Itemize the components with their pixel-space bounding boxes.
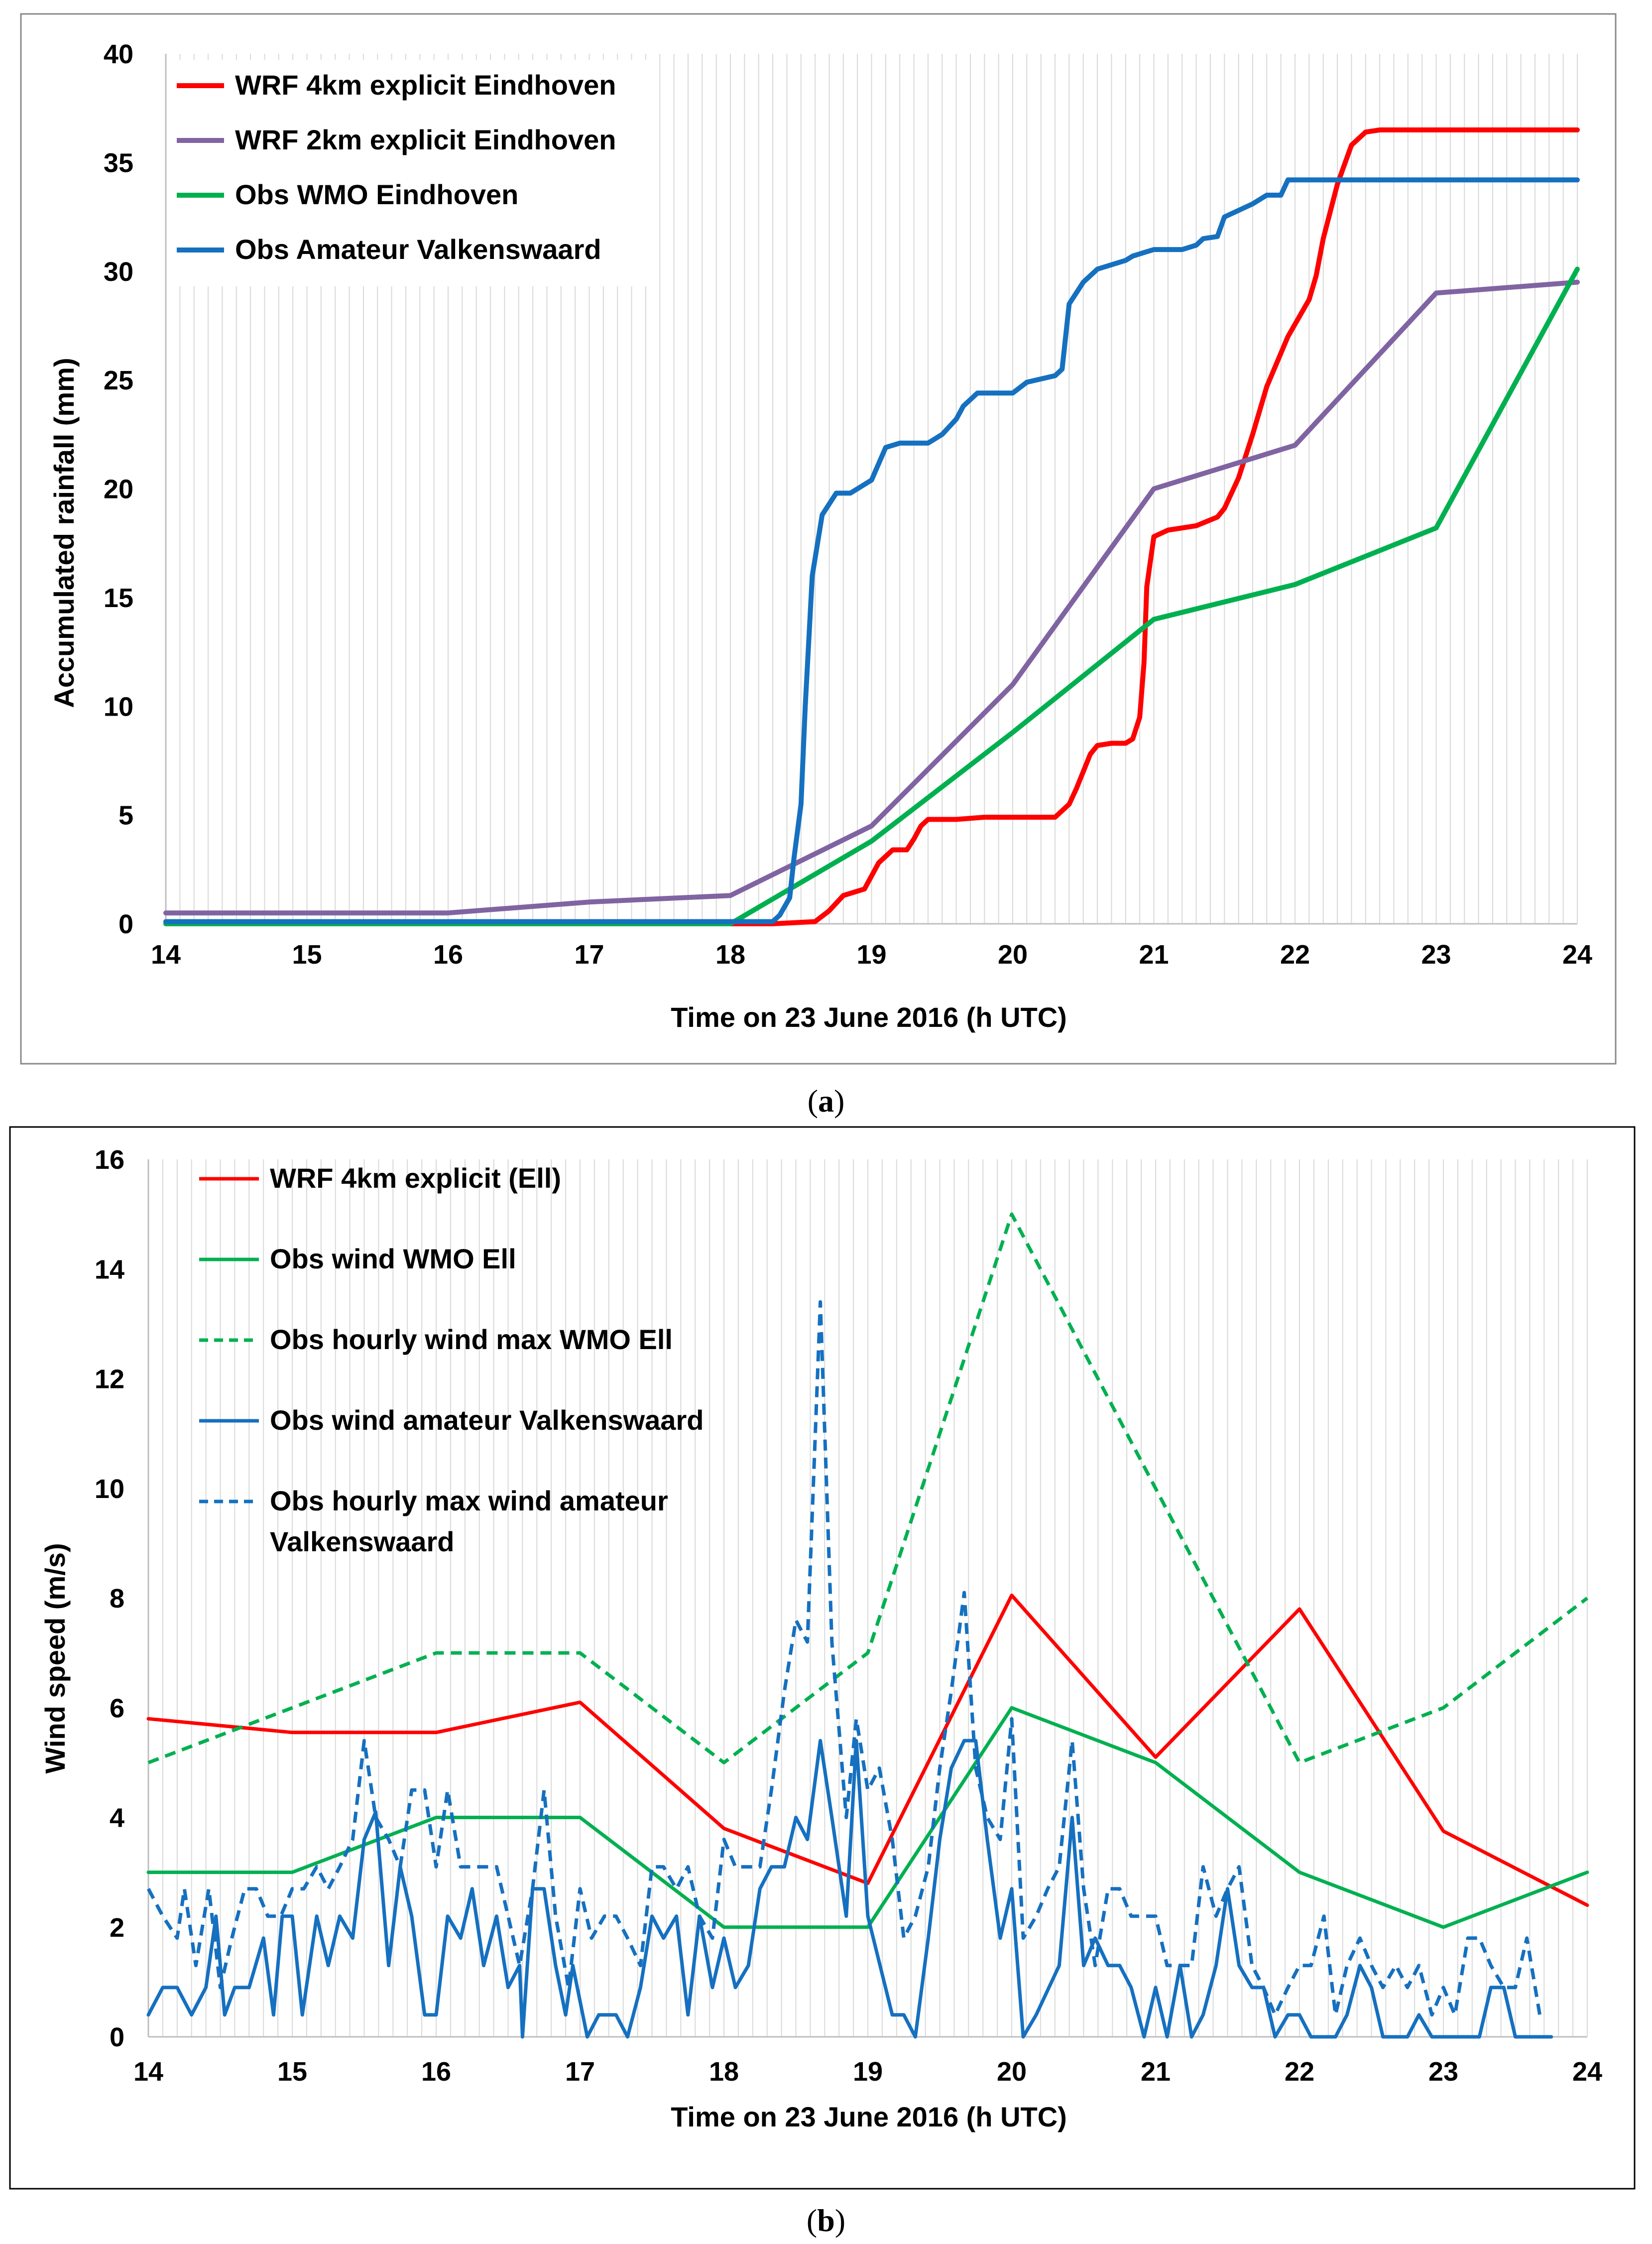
x-tick-label: 18 — [715, 940, 745, 970]
y-tick-label: 0 — [110, 2022, 124, 2052]
x-tick-label: 16 — [421, 2057, 451, 2087]
x-tick-label: 15 — [277, 2057, 307, 2087]
x-tick-label: 20 — [998, 940, 1028, 970]
x-tick-label: 18 — [709, 2057, 739, 2087]
series-line — [163, 177, 1580, 924]
y-tick-label: 0 — [118, 909, 133, 939]
y-tick-label: 12 — [95, 1365, 124, 1394]
series-line — [147, 1212, 1589, 1764]
panel-a-plot: 14 15 16 17 18 19 20 21 22 23 24 0 5 10 15 20 25 30 35 40 WR… — [104, 39, 1592, 970]
caption-b: (b) — [807, 2203, 845, 2238]
x-tick-label: 15 — [292, 940, 322, 970]
series-line — [146, 1300, 1542, 2017]
y-tick-label: 20 — [104, 475, 133, 504]
y-tick-label: 10 — [104, 692, 133, 722]
legend-label: WRF 2km explicit Eindhoven — [235, 124, 616, 155]
x-tick-label: 23 — [1428, 2057, 1458, 2087]
panel-a-x-axis-title: Time on 23 June 2016 (h UTC) — [671, 1001, 1067, 1033]
panel-a-frame — [20, 13, 1617, 1065]
legend-label: Obs wind WMO Ell — [270, 1243, 516, 1274]
legend-label: Valkenswaard — [270, 1526, 454, 1557]
panel-a-y-axis-title: Accumulated rainfall (mm) — [48, 358, 80, 708]
x-tick-label: 22 — [1285, 2057, 1314, 2087]
legend-label: Obs hourly wind max WMO Ell — [270, 1324, 673, 1355]
x-tick-label: 14 — [133, 2057, 163, 2087]
x-tick-label: 21 — [1141, 2057, 1171, 2087]
legend-label: Obs wind amateur Valkenswaard — [270, 1404, 704, 1436]
legend: WRF 4km explicit Eindhoven WRF 2km explic… — [177, 69, 616, 265]
y-tick-label: 25 — [104, 366, 133, 395]
x-tick-label: 16 — [433, 940, 463, 970]
caption-b-letter: b — [817, 2203, 835, 2238]
x-tick-label: 19 — [853, 2057, 883, 2087]
legend: WRF 4km explicit (Ell) Obs wind WMO Ell Ob… — [199, 1162, 704, 1557]
y-tick-label: 5 — [118, 801, 133, 831]
y-tick-label: 35 — [104, 148, 133, 178]
legend-background — [167, 60, 655, 286]
panel-b-y-axis-title: Wind speed (m/s) — [39, 1543, 71, 1773]
y-tick-label: 14 — [95, 1254, 124, 1284]
y-tick-label: 10 — [95, 1474, 124, 1504]
x-tick-label: 24 — [1572, 2057, 1602, 2087]
y-tick-label: 4 — [110, 1803, 124, 1833]
series-line — [163, 127, 1580, 926]
y-tick-label: 8 — [110, 1584, 124, 1614]
y-tick-label: 15 — [104, 583, 133, 613]
legend-label: Obs WMO Eindhoven — [235, 179, 518, 210]
grid — [162, 1159, 1574, 2037]
legend-label: WRF 4km explicit Eindhoven — [235, 69, 616, 101]
series-line — [146, 1739, 1553, 2039]
x-tick-label: 14 — [151, 940, 181, 970]
x-tick-label: 17 — [574, 940, 604, 970]
y-tick-label: 40 — [104, 39, 133, 69]
x-tick-label: 21 — [1139, 940, 1169, 970]
x-tick-label: 22 — [1280, 940, 1310, 970]
panel-b-frame — [9, 1126, 1636, 2190]
caption-a-letter: a — [818, 1083, 834, 1119]
series-line — [163, 279, 1580, 916]
legend-label: WRF 4km explicit (Ell) — [270, 1162, 561, 1194]
x-tick-label: 24 — [1562, 940, 1592, 970]
legend-label: Obs hourly max wind amateur — [270, 1485, 668, 1516]
panel-b-x-axis-title: Time on 23 June 2016 (h UTC) — [671, 2101, 1067, 2132]
caption-a: (a) — [808, 1083, 845, 1119]
series-line — [163, 266, 1580, 926]
panel-a-rainfall: 14 15 16 17 18 19 20 21 22 23 24 0 5 10 15 20 25 30 35 40 WR… — [20, 13, 1617, 1065]
x-tick-label: 23 — [1421, 940, 1451, 970]
x-tick-label: 19 — [856, 940, 886, 970]
legend-label: Obs Amateur Valkenswaard — [235, 234, 601, 265]
y-tick-label: 6 — [110, 1693, 124, 1723]
x-tick-label: 20 — [997, 2057, 1027, 2087]
y-tick-label: 16 — [95, 1145, 124, 1175]
y-tick-label: 2 — [110, 1913, 124, 1943]
y-tick-label: 30 — [104, 257, 133, 287]
x-tick-label: 17 — [565, 2057, 595, 2087]
series-line — [146, 1594, 1589, 1907]
